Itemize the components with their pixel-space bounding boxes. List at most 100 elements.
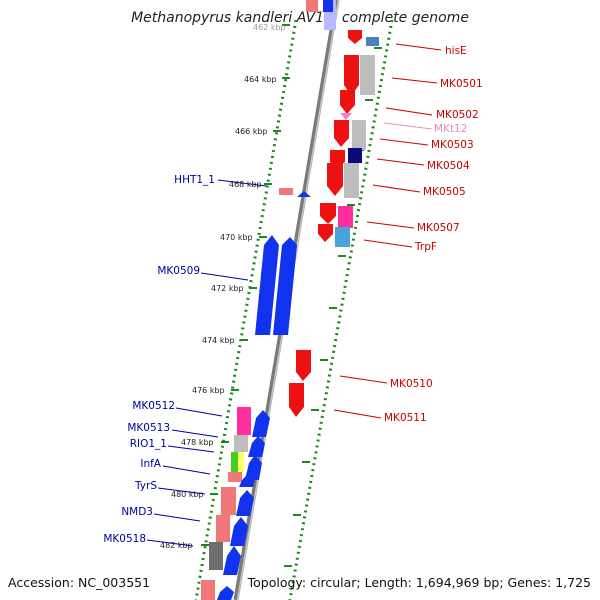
gene-arrow-MK0510[interactable] — [296, 350, 311, 381]
gene-label[interactable]: MKt12 — [434, 123, 467, 135]
gene-arrow-MK0518[interactable] — [223, 546, 241, 575]
gene-label[interactable]: MK0501 — [440, 78, 483, 90]
leader-line — [162, 465, 211, 475]
cog-segment — [234, 435, 248, 452]
gene-label[interactable]: MK0505 — [423, 186, 466, 198]
leader-line — [372, 184, 421, 193]
genome-summary: Topology: circular; Length: 1,694,969 bp… — [247, 575, 591, 590]
gene-label[interactable]: TyrS — [134, 480, 157, 492]
cog-segment — [360, 55, 375, 95]
gene-arrow-TyrS[interactable] — [236, 490, 254, 516]
leader-line — [153, 513, 201, 522]
leader-line — [339, 375, 388, 384]
accession-label: Accession: NC_003551 — [8, 575, 151, 590]
leader-line — [363, 239, 413, 248]
cog-segment — [231, 452, 238, 472]
cog-color-column-left — [201, 188, 293, 600]
cog-segment — [201, 580, 215, 600]
cog-segment — [366, 37, 379, 46]
ruler-tick-label: 464 kbp — [244, 75, 277, 84]
gene-label[interactable]: MK0509 — [157, 265, 200, 277]
ruler-tick-label: 466 kbp — [235, 127, 268, 136]
cog-segment — [237, 407, 251, 435]
forward-gene-arrows — [217, 191, 311, 600]
cog-segment — [209, 542, 223, 570]
gene-label[interactable]: MK0510 — [390, 378, 433, 390]
gene-label[interactable]: NMD3 — [121, 506, 153, 518]
leader-line — [200, 272, 249, 281]
ruler-tick-label: 482 kbp — [160, 541, 193, 550]
gene-arrow-MK0513[interactable] — [248, 436, 265, 457]
cog-segment — [348, 148, 362, 163]
ruler-tick-label: 472 kbp — [211, 284, 244, 293]
leader-line — [383, 122, 433, 130]
gene-label[interactable]: MK0503 — [431, 139, 474, 151]
ruler-tick-label: 474 kbp — [202, 336, 235, 345]
leader-line — [167, 445, 215, 453]
ruler-track-right — [288, 19, 394, 600]
ruler-track-left — [194, 19, 298, 600]
gene-label[interactable]: TrpF — [414, 241, 437, 253]
cog-segment — [221, 487, 236, 515]
ruler-tick-label: 462 kbp — [253, 23, 286, 32]
gene-label[interactable]: RIO1_1 — [130, 438, 167, 450]
gene-arrow-TrpF[interactable] — [318, 224, 333, 242]
forward-gene-labels: HHT1_1 MK0509 MK0512 MK0513 RIO1_1 InfA … — [103, 174, 215, 545]
leader-line — [379, 138, 429, 146]
gene-label[interactable]: MK0502 — [436, 109, 479, 121]
gene-label[interactable]: MK0513 — [127, 422, 170, 434]
gene-label[interactable]: MK0507 — [417, 222, 460, 234]
gene-arrow-MK0511[interactable] — [289, 383, 304, 417]
leader-line — [366, 221, 415, 229]
gene-arrow-InfA[interactable] — [239, 474, 255, 487]
gene-label[interactable]: MK0511 — [384, 412, 427, 424]
gene-arrow-hisE[interactable] — [348, 30, 362, 44]
ruler-tick-label: 478 kbp — [181, 438, 214, 447]
leader-line — [385, 107, 433, 116]
gene-arrow-MK0502[interactable] — [340, 90, 355, 114]
leader-line — [157, 487, 206, 495]
reverse-gene-labels: hisE MK0501 MK0502 MKt12 MK0503 MK0504 M… — [384, 45, 483, 424]
gene-label[interactable]: InfA — [140, 458, 161, 470]
cog-segment — [279, 188, 293, 195]
leader-line — [171, 429, 219, 438]
gene-arrow-HHT1_1[interactable] — [297, 191, 311, 197]
gene-arrow-MK0512[interactable] — [252, 410, 270, 437]
gene-label[interactable]: HHT1_1 — [174, 174, 215, 186]
gene-label[interactable]: MK0512 — [132, 400, 175, 412]
leader-line — [217, 179, 267, 187]
gene-arrow-MKt12[interactable] — [340, 113, 352, 120]
reverse-leader-lines — [333, 43, 442, 419]
cog-segment — [228, 472, 242, 482]
cog-segment — [323, 0, 333, 12]
cog-segment — [216, 515, 230, 542]
map-title: Methanopyrus kandleri AV19, complete gen… — [131, 10, 469, 26]
gene-arrow-MK0501[interactable] — [344, 55, 359, 96]
gene-label[interactable]: MK0504 — [427, 160, 470, 172]
ruler-tick-label: 480 kbp — [171, 490, 204, 499]
ruler-tick-label: 476 kbp — [192, 386, 225, 395]
gene-arrow-MK0509-a[interactable] — [255, 235, 279, 335]
cog-segment — [238, 452, 244, 472]
gene-arrow-MK0509-b[interactable] — [273, 237, 297, 335]
gene-label[interactable]: MK0518 — [103, 533, 146, 545]
leader-line — [333, 409, 382, 419]
reverse-gene-arrows — [289, 30, 362, 417]
cog-segment — [352, 120, 366, 150]
gene-arrow-RIO1_1[interactable] — [245, 455, 262, 480]
gene-arrow-MK0507[interactable] — [320, 203, 336, 224]
gene-arrow-NMD3[interactable] — [230, 517, 248, 546]
cog-segment — [335, 227, 350, 247]
gene-arrow-MK0503[interactable] — [334, 120, 349, 147]
gene-arrow-partial[interactable] — [217, 586, 234, 600]
gene-label[interactable]: hisE — [445, 45, 467, 57]
gene-arrow-MK0505[interactable] — [327, 163, 343, 196]
leader-line — [175, 407, 223, 417]
leader-line — [376, 158, 425, 166]
ruler-tick-label: 468 kbp — [229, 180, 262, 189]
leader-line — [146, 539, 194, 547]
leader-line — [395, 43, 442, 51]
leader-line — [391, 77, 438, 84]
cog-segment — [338, 206, 353, 228]
